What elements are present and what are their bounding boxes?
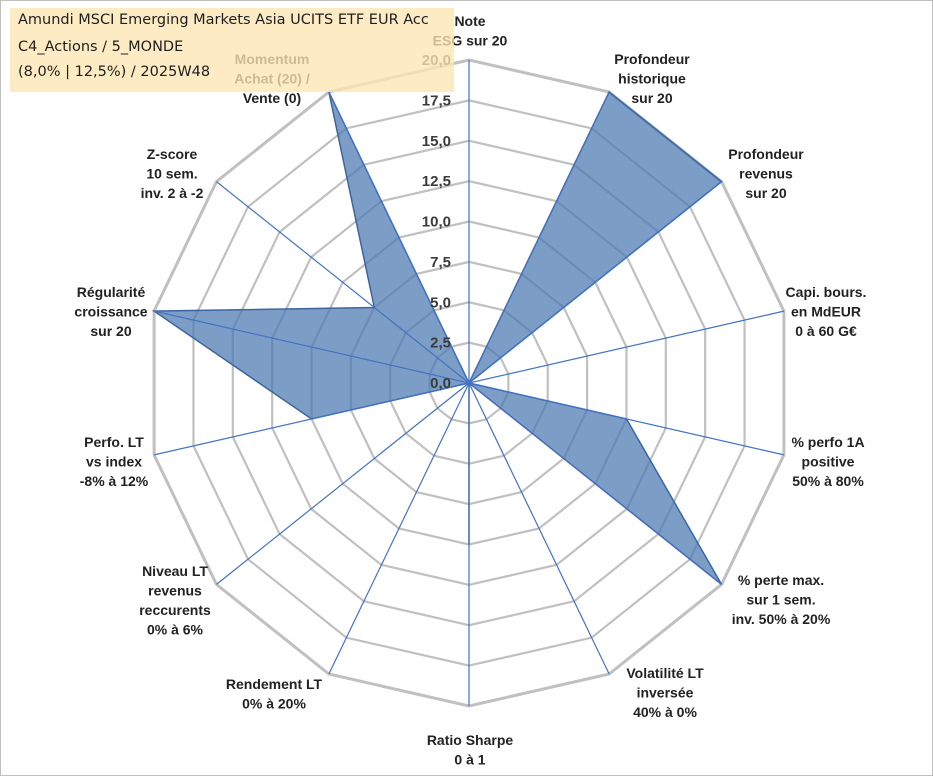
axis-label: Z-score — [147, 146, 198, 162]
axis-spoke — [468, 382, 610, 675]
axis-label: 0% à 20% — [242, 696, 306, 712]
tick-label: 7,5 — [430, 254, 451, 271]
fund-category: C4_Actions / 5_MONDE — [18, 39, 184, 55]
axis-label: 50% à 80% — [792, 473, 864, 489]
axis-label: 0 à 1 — [454, 752, 485, 768]
axis-label: revenus — [148, 583, 202, 599]
axis-spoke — [468, 91, 610, 384]
fund-title-box — [10, 8, 454, 92]
tick-label: 2,5 — [430, 335, 451, 352]
axis-label: positive — [802, 454, 855, 470]
axis-spoke — [468, 181, 722, 384]
axis-spoke — [468, 310, 785, 384]
axis-label: Rendement LT — [226, 676, 323, 692]
axis-label: 0 à 60 G€ — [795, 323, 857, 339]
axis-label: sur 20 — [745, 185, 786, 201]
axis-label: sur 20 — [90, 323, 131, 339]
axis-label: Perfo. LT — [84, 434, 144, 450]
axis-label: Capi. bours. — [786, 284, 867, 300]
axis-spoke — [216, 382, 470, 585]
fund-name: Amundi MSCI Emerging Markets Asia UCITS … — [18, 12, 429, 28]
tick-label: 10,0 — [422, 214, 451, 231]
axis-label: % perfo 1A — [791, 434, 864, 450]
axis-label: sur 20 — [631, 90, 672, 106]
tick-label: 0,0 — [430, 375, 451, 392]
axis-label: 0% à 6% — [147, 622, 204, 638]
axis-label: Note — [454, 13, 485, 29]
axis-label: % perte max. — [738, 572, 824, 588]
tick-label: 15,0 — [422, 133, 451, 150]
axis-spoke — [153, 382, 470, 456]
tick-label: 17,5 — [422, 92, 451, 109]
axis-label: croissance — [74, 304, 147, 320]
axis-spoke — [328, 91, 470, 384]
axis-label: Volatilité LT — [626, 665, 704, 681]
axis-label: Profondeur — [728, 146, 804, 162]
fund-period: (8,0% | 12,5%) / 2025W48 — [18, 64, 211, 80]
axis-label: vs index — [86, 454, 142, 470]
axis-label: reccurents — [139, 602, 211, 618]
axis-label: Profondeur — [614, 51, 690, 67]
axis-label: sur 1 sem. — [746, 592, 815, 608]
axis-spoke — [328, 382, 470, 675]
axis-label: inv. 2 à -2 — [141, 185, 204, 201]
axis-label: Vente (0) — [243, 90, 301, 106]
axis-label: inv. 50% à 20% — [732, 611, 831, 627]
axis-spoke — [468, 382, 722, 585]
axis-spoke — [468, 382, 785, 456]
axis-spoke — [153, 310, 470, 384]
axis-label: -8% à 12% — [80, 473, 149, 489]
axis-label: historique — [618, 71, 686, 87]
axis-label: 10 sem. — [146, 166, 197, 182]
axis-label: Ratio Sharpe — [427, 732, 514, 748]
axis-label: en MdEUR — [791, 304, 861, 320]
tick-label: 12,5 — [422, 173, 451, 190]
axis-label: inversée — [637, 685, 694, 701]
axis-label: 40% à 0% — [633, 704, 697, 720]
axis-label: revenus — [739, 166, 793, 182]
axis-spoke — [216, 181, 470, 384]
axis-label: Régularité — [77, 284, 146, 300]
tick-label: 5,0 — [430, 294, 451, 311]
axis-label: Niveau LT — [142, 563, 208, 579]
